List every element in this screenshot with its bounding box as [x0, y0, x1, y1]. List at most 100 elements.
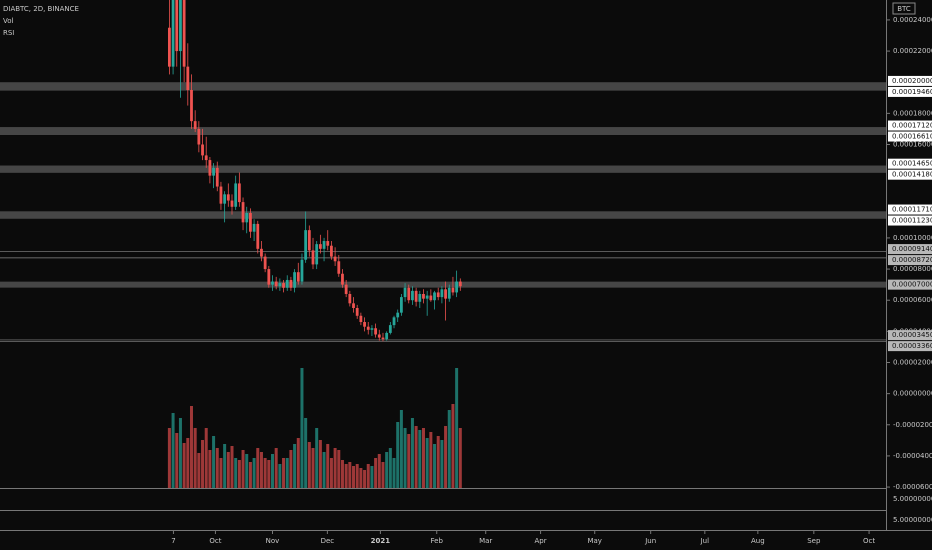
zone-band [0, 82, 886, 91]
volume-bar [374, 458, 378, 488]
volume-bar [182, 443, 186, 488]
y-tick-label: 0.00022000 [893, 47, 932, 55]
level-label-box [888, 204, 932, 215]
candle-body [219, 186, 223, 204]
currency: BTC [897, 5, 911, 13]
level-label-box [888, 169, 932, 180]
volume-bar [307, 442, 311, 488]
candle-body [396, 312, 400, 318]
candle-body [425, 295, 429, 299]
x-tick-label: Aug [751, 537, 765, 545]
candle-body [414, 290, 418, 302]
zone-band [0, 211, 886, 219]
volume-bar [429, 432, 433, 488]
candle-body [359, 315, 363, 323]
volume-bar [355, 464, 359, 488]
candle-body [304, 230, 308, 260]
level-label: 0.00019460 [892, 88, 932, 96]
candle-body [193, 121, 197, 129]
zone-band [0, 281, 886, 288]
volume-bar [197, 453, 201, 488]
candle-body [186, 66, 190, 91]
candle-body [263, 256, 267, 270]
price-pane [167, 0, 462, 342]
x-tick-label: Dec [321, 537, 335, 545]
y-tick-label: 0.00018000 [893, 109, 932, 117]
level-label: 0.00003360 [892, 342, 932, 350]
volume-bar [414, 426, 418, 488]
volume-bar [215, 448, 219, 488]
candle-body [337, 261, 341, 274]
zones [0, 82, 886, 342]
candle-body [366, 326, 370, 330]
candle-body [388, 325, 392, 333]
volume-bar [388, 448, 392, 488]
volume-bar [230, 446, 234, 488]
candle-body [226, 194, 230, 201]
level-label-box [888, 244, 932, 255]
volume-bar [186, 438, 190, 488]
volume-bar [296, 438, 300, 488]
volume-bar [318, 440, 322, 488]
volume-bar [271, 454, 275, 488]
candle-body [271, 281, 274, 285]
volume-bar [337, 450, 341, 488]
y-tick-label: 0.00002000 [893, 358, 932, 366]
candle-body [341, 273, 344, 285]
volume-bar [421, 428, 425, 488]
x-tick-label: Oct [863, 537, 875, 545]
candle-body [322, 241, 326, 249]
volume-bar [212, 436, 216, 488]
volume-bar [259, 452, 263, 488]
volume-bar [204, 428, 208, 488]
x-tick-label: Nov [266, 537, 280, 545]
level-label-box [888, 215, 932, 226]
zone-band [0, 165, 886, 173]
x-tick-label: Apr [535, 537, 547, 545]
volume-bar [326, 444, 330, 488]
candle-body [230, 200, 234, 207]
level-label-box [888, 131, 932, 142]
volume-bar [444, 426, 448, 488]
volume-bar [248, 462, 252, 488]
candle-body [237, 183, 241, 203]
volume-bar [451, 404, 455, 488]
candle-body [260, 248, 263, 257]
candle-body [411, 290, 414, 301]
candle-body [399, 297, 403, 313]
volume-bar [274, 448, 278, 488]
zone-band [0, 127, 886, 136]
candle-body [307, 230, 311, 251]
candle-body [381, 337, 385, 340]
volume-bar [201, 440, 205, 488]
volume-bar [245, 454, 249, 488]
candle-body [451, 287, 455, 293]
candle-body [212, 167, 215, 176]
currency-box [892, 2, 916, 15]
candle-body [245, 213, 249, 223]
candle-body [374, 328, 378, 335]
volume-bar [396, 422, 400, 488]
y-tick-label: 0.00024000 [893, 16, 932, 24]
volume-bar [399, 410, 403, 488]
candle-body [179, 0, 182, 52]
rsi-label: 5.00000000 [893, 495, 932, 503]
candle-body [289, 279, 293, 288]
level-label-box [888, 279, 932, 290]
volume-bar [370, 466, 374, 488]
volume-bar [344, 464, 348, 488]
volume-bar [392, 458, 396, 488]
x-tick-label: Feb [431, 537, 444, 545]
candle-body [267, 269, 271, 285]
volume-bar [178, 418, 182, 488]
candle-body [223, 194, 227, 204]
y-tick-label: -0.00004000 [893, 452, 932, 460]
volume-bar [407, 434, 411, 488]
volume-bar [175, 433, 179, 488]
volume-bar [263, 458, 267, 488]
volume-bar [433, 444, 437, 488]
candle-body [215, 167, 219, 187]
candle-body [293, 272, 296, 288]
candle-body [344, 284, 348, 294]
